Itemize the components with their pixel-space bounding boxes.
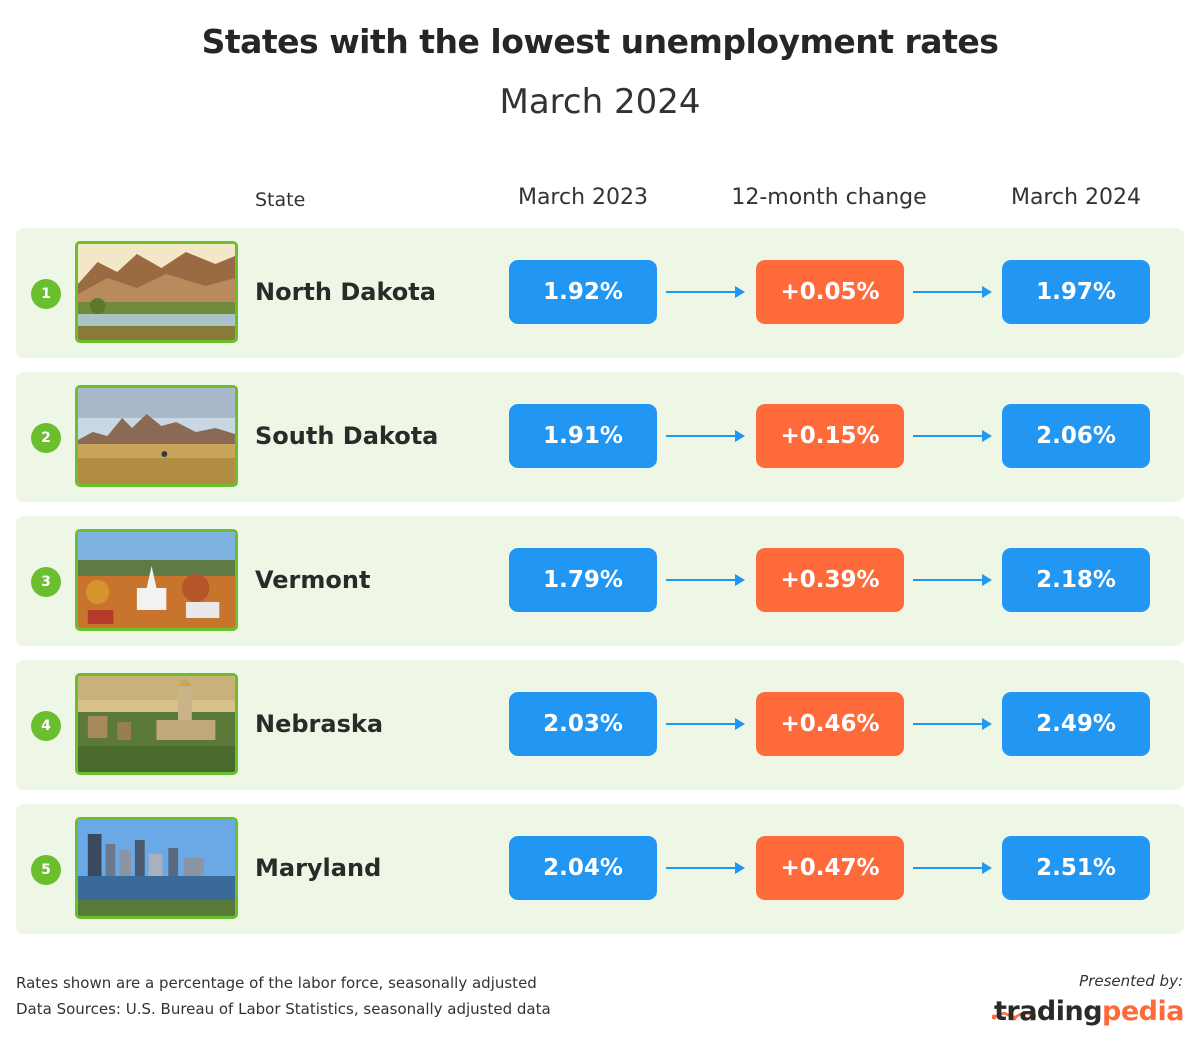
arrow-right-icon [913,286,992,298]
arrow-right-icon [913,430,992,442]
rate-march-2023: 2.03% [509,692,657,756]
state-photo-south-dakota [75,385,238,487]
table-row: 3 Vermont 1.79% +0.39% 2.18% [16,516,1184,646]
table-row: 5 Maryland 2.04% +0.47% 2.51% [16,804,1184,934]
state-name: North Dakota [255,278,436,306]
state-name: Nebraska [255,710,384,738]
table-row: 2 South Dakota 1.91% +0.15% 2.06% [16,372,1184,502]
footnote-rates: Rates shown are a percentage of the labo… [16,974,537,992]
column-header-state: State [255,189,306,211]
state-name: Vermont [255,566,371,594]
rate-change: +0.39% [756,548,904,612]
arrow-right-icon [666,574,745,586]
rate-march-2024: 2.18% [1002,548,1150,612]
arrow-right-icon [913,574,992,586]
state-photo-nebraska [75,673,238,775]
rate-march-2023: 1.79% [509,548,657,612]
arrow-right-icon [913,862,992,874]
rate-change: +0.05% [756,260,904,324]
rank-badge: 5 [31,855,61,885]
chart-subtitle: March 2024 [499,82,701,122]
brand-logo-icon [992,1010,1036,1021]
rate-change: +0.47% [756,836,904,900]
rate-march-2024: 2.49% [1002,692,1150,756]
rate-change: +0.15% [756,404,904,468]
brand-wordmark-part2: pedia [1102,996,1184,1027]
rate-march-2024: 2.06% [1002,404,1150,468]
rank-badge: 3 [31,567,61,597]
state-name: South Dakota [255,422,439,450]
state-photo-vermont [75,529,238,631]
arrow-right-icon [666,430,745,442]
column-header-march-2024: March 2024 [1010,185,1142,210]
rate-march-2024: 1.97% [1002,260,1150,324]
presented-by-label: Presented by: [1079,972,1183,990]
rate-march-2024: 2.51% [1002,836,1150,900]
rank-badge: 1 [31,279,61,309]
table-row: 1 North Dakota 1.92% +0.05% 1.97% [16,228,1184,358]
state-photo-north-dakota [75,241,238,343]
column-header-march-2023: March 2023 [517,185,649,210]
brand-wordmark-part1: trading [993,996,1103,1027]
arrow-right-icon [666,862,745,874]
rate-march-2023: 2.04% [509,836,657,900]
state-name: Maryland [255,854,382,882]
column-header-change: 12-month change [731,185,927,210]
rank-badge: 4 [31,711,61,741]
arrow-right-icon [666,286,745,298]
state-photo-maryland [75,817,238,919]
brand-wordmark[interactable]: tradingpedia [993,996,1185,1027]
rank-badge: 2 [31,423,61,453]
chart-title: States with the lowest unemployment rate… [201,22,999,61]
rate-change: +0.46% [756,692,904,756]
arrow-right-icon [666,718,745,730]
arrow-right-icon [913,718,992,730]
table-row: 4 Nebraska 2.03% +0.46% 2.49% [16,660,1184,790]
footnote-sources: Data Sources: U.S. Bureau of Labor Stati… [16,1000,551,1018]
rate-march-2023: 1.91% [509,404,657,468]
rate-march-2023: 1.92% [509,260,657,324]
